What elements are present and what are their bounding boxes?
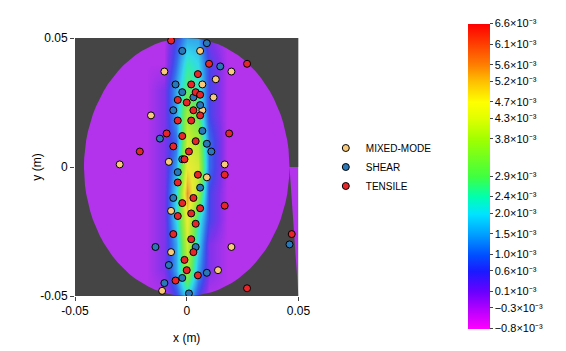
svg-text:5.2×10⁻³: 5.2×10⁻³ (495, 75, 537, 87)
svg-text:x (m): x (m) (173, 331, 200, 345)
svg-text:0.05: 0.05 (287, 304, 311, 318)
svg-text:−0.8×10⁻³: −0.8×10⁻³ (495, 322, 543, 334)
svg-text:0.6×10⁻³: 0.6×10⁻³ (495, 265, 537, 277)
svg-text:0.1×10⁻³: 0.1×10⁻³ (495, 285, 537, 297)
svg-text:2.4×10⁻³: 2.4×10⁻³ (495, 190, 537, 202)
svg-text:MIXED-MODE: MIXED-MODE (366, 143, 431, 154)
svg-text:0: 0 (61, 160, 68, 174)
svg-text:-0.05: -0.05 (61, 304, 89, 318)
svg-text:−0.3×10⁻³: −0.3×10⁻³ (495, 302, 543, 314)
svg-text:6.6×10⁻³: 6.6×10⁻³ (495, 17, 537, 29)
svg-text:0.05: 0.05 (44, 31, 68, 45)
svg-text:4.7×10⁻³: 4.7×10⁻³ (495, 96, 537, 108)
svg-text:TENSILE: TENSILE (366, 181, 408, 192)
svg-text:1.5×10⁻³: 1.5×10⁻³ (495, 228, 537, 240)
svg-text:SHEAR: SHEAR (366, 162, 400, 173)
svg-text:0: 0 (183, 304, 190, 318)
svg-text:y (m): y (m) (30, 153, 44, 180)
svg-text:2.0×10⁻³: 2.0×10⁻³ (495, 207, 537, 219)
svg-text:2.9×10⁻³: 2.9×10⁻³ (495, 170, 537, 182)
svg-text:1.0×10⁻³: 1.0×10⁻³ (495, 248, 537, 260)
svg-text:-0.05: -0.05 (40, 289, 68, 303)
svg-text:3.8×10⁻³: 3.8×10⁻³ (495, 133, 537, 145)
svg-text:4.3×10⁻³: 4.3×10⁻³ (495, 112, 537, 124)
svg-text:6.1×10⁻³: 6.1×10⁻³ (495, 38, 537, 50)
svg-text:5.6×10⁻³: 5.6×10⁻³ (495, 59, 537, 71)
